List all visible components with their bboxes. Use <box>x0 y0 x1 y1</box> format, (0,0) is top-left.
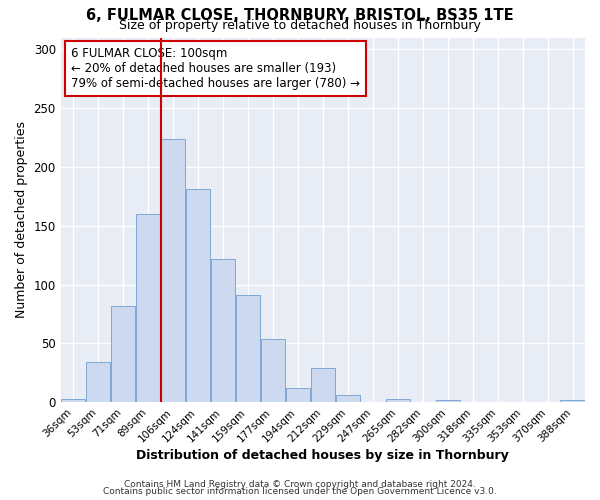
Bar <box>136 214 160 402</box>
Bar <box>436 400 460 402</box>
Text: Contains HM Land Registry data © Crown copyright and database right 2024.: Contains HM Land Registry data © Crown c… <box>124 480 476 489</box>
X-axis label: Distribution of detached houses by size in Thornbury: Distribution of detached houses by size … <box>136 450 509 462</box>
Bar <box>161 138 185 402</box>
Y-axis label: Number of detached properties: Number of detached properties <box>15 122 28 318</box>
Bar <box>386 398 410 402</box>
Text: Contains public sector information licensed under the Open Government Licence v3: Contains public sector information licen… <box>103 488 497 496</box>
Bar <box>335 395 360 402</box>
Text: 6 FULMAR CLOSE: 100sqm
← 20% of detached houses are smaller (193)
79% of semi-de: 6 FULMAR CLOSE: 100sqm ← 20% of detached… <box>71 46 360 90</box>
Bar <box>311 368 335 402</box>
Bar <box>186 190 210 402</box>
Text: Size of property relative to detached houses in Thornbury: Size of property relative to detached ho… <box>119 18 481 32</box>
Bar <box>286 388 310 402</box>
Bar <box>86 362 110 402</box>
Bar <box>261 338 285 402</box>
Text: 6, FULMAR CLOSE, THORNBURY, BRISTOL, BS35 1TE: 6, FULMAR CLOSE, THORNBURY, BRISTOL, BS3… <box>86 8 514 22</box>
Bar <box>211 258 235 402</box>
Bar <box>61 398 85 402</box>
Bar <box>236 295 260 402</box>
Bar <box>111 306 135 402</box>
Bar <box>560 400 584 402</box>
